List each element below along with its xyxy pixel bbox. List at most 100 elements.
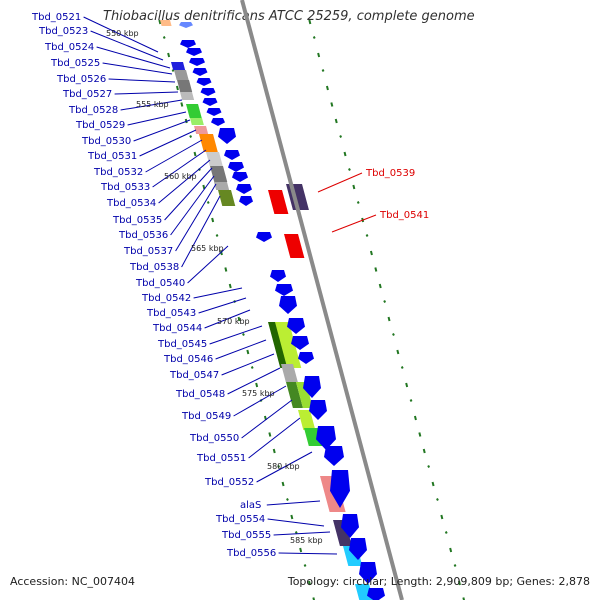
cds-box[interactable] [194,126,209,134]
gene-label-Tbd_0547[interactable]: Tbd_0547 [169,370,219,381]
cds-box[interactable] [296,382,313,408]
gene-label-Tbd_0526[interactable]: Tbd_0526 [56,74,106,85]
gene-label-Tbd_0531[interactable]: Tbd_0531 [87,151,137,162]
gene-label-Tbd_0527[interactable]: Tbd_0527 [62,89,112,100]
gene-label-Tbd_0528[interactable]: Tbd_0528 [68,105,118,116]
gene-label-Tbd_0546[interactable]: Tbd_0546 [163,354,213,365]
gene-track[interactable] [160,20,385,600]
cds-box[interactable] [214,182,230,190]
forward-cds-arrow[interactable] [287,318,305,334]
gene-label-Tbd_0555[interactable]: Tbd_0555 [221,530,271,541]
forward-cds-arrow[interactable] [218,128,236,144]
forward-cds-arrow[interactable] [349,538,367,560]
highlight-label-Tbd_0541[interactable]: Tbd_0541 [379,210,429,221]
forward-cds-arrow[interactable] [279,296,297,314]
gene-label-Tbd_0530[interactable]: Tbd_0530 [81,136,131,147]
label-leader-line [241,399,293,439]
forward-cds-arrow[interactable] [298,352,314,364]
gene-label-Tbd_0548[interactable]: Tbd_0548 [175,389,225,400]
cds-box[interactable] [190,118,204,125]
gene-label-Tbd_0554[interactable]: Tbd_0554 [215,514,265,525]
forward-cds-arrow[interactable] [291,336,309,350]
cds-box[interactable] [174,70,189,80]
gene-label-Tbd_0551[interactable]: Tbd_0551 [196,453,246,464]
gene-labels[interactable]: Tbd_0521 Tbd_0523 Tbd_0524 Tbd_0525 Tbd_0526… [31,12,429,559]
forward-cds-arrow[interactable] [367,588,385,600]
cds-box[interactable] [281,364,298,382]
gene-label-Tbd_0556[interactable]: Tbd_0556 [226,548,276,559]
forward-cds-arrow[interactable] [324,446,344,466]
gene-label-Tbd_0549[interactable]: Tbd_0549 [181,411,231,422]
inner-tick-mark [277,465,281,468]
forward-cds-arrow[interactable] [341,514,359,538]
gene-label-Tbd_0535[interactable]: Tbd_0535 [112,215,162,226]
gene-label-Tbd_0532[interactable]: Tbd_0532 [93,167,143,178]
outer-tick-mark [422,448,426,454]
gene-label-Tbd_0533[interactable]: Tbd_0533 [100,182,150,193]
gene-label-Tbd_0540[interactable]: Tbd_0540 [135,278,185,289]
forward-cds-arrow[interactable] [232,172,248,182]
gene-label-alaS[interactable]: alaS [240,500,261,511]
gene-label-Tbd_0525[interactable]: Tbd_0525 [50,58,100,69]
cds-box[interactable] [298,410,316,430]
forward-cds-arrow[interactable] [359,562,377,584]
gene-label-Tbd_0524[interactable]: Tbd_0524 [44,42,94,53]
gene-label-Tbd_0534[interactable]: Tbd_0534 [106,198,156,209]
cds-box[interactable] [177,80,193,92]
cds-box[interactable] [199,134,218,152]
gene-label-Tbd_0529[interactable]: Tbd_0529 [75,120,125,131]
highlight-label-Tbd_0539[interactable]: Tbd_0539 [365,168,415,179]
cds-box[interactable] [218,190,236,206]
forward-cds-arrow[interactable] [239,196,253,206]
forward-cds-arrow[interactable] [303,376,321,398]
gene-label-Tbd_0543[interactable]: Tbd_0543 [146,308,196,319]
cds-box[interactable] [171,62,186,70]
forward-cds-arrow[interactable] [196,78,212,86]
cds-box[interactable] [180,92,195,100]
cds-box[interactable] [286,382,303,408]
gene-label-Tbd_0552[interactable]: Tbd_0552 [204,477,254,488]
forward-cds-arrow[interactable] [200,88,216,96]
cds-box[interactable] [186,104,202,118]
gene-label-Tbd_0537[interactable]: Tbd_0537 [123,246,173,257]
cds-box[interactable] [210,166,228,182]
gene-label-Tbd_0542[interactable]: Tbd_0542 [141,293,191,304]
forward-cds-arrow[interactable] [211,118,225,126]
cds-box[interactable] [268,322,289,368]
gene-label-Tbd_0521[interactable]: Tbd_0521 [31,12,81,23]
highlight-cds-Tbd_0539[interactable] [268,190,289,214]
outer-tick-mark [457,580,461,586]
outer-tick-mark [418,432,422,437]
forward-cds-arrow[interactable] [189,58,205,66]
gene-label-Tbd_0550[interactable]: Tbd_0550 [189,433,239,444]
forward-cds-arrow[interactable] [192,68,208,76]
forward-cds-arrow[interactable] [186,48,202,56]
forward-cds-arrow[interactable] [228,162,244,172]
forward-cds-arrow[interactable] [330,470,350,508]
forward-cds-arrow[interactable] [180,40,196,48]
highlight-cds-Tbd_0541[interactable] [284,234,305,258]
gene-label-Tbd_0523[interactable]: Tbd_0523 [38,26,88,37]
forward-cds-arrow[interactable] [309,400,327,420]
cds-box[interactable] [333,520,352,546]
outer-tick-mark [365,234,369,237]
forward-cds-arrow[interactable] [206,108,222,116]
inner-tick-mark [237,316,241,322]
forward-cds-arrow[interactable] [236,184,252,194]
forward-cds-arrow[interactable] [179,22,193,28]
forward-cds-arrow[interactable] [275,284,293,296]
forward-cds-arrow[interactable] [316,426,336,450]
forward-cds-arrow[interactable] [256,232,272,242]
gene-label-Tbd_0538[interactable]: Tbd_0538 [129,262,179,273]
gene-label-Tbd_0536[interactable]: Tbd_0536 [118,230,168,241]
label-leader-line [256,451,313,483]
cds-box[interactable] [275,322,302,368]
gene-label-Tbd_0545[interactable]: Tbd_0545 [157,339,207,350]
gene-label-Tbd_0544[interactable]: Tbd_0544 [152,323,202,334]
forward-cds-arrow[interactable] [202,98,218,106]
cds-box[interactable] [206,152,223,166]
cds-box[interactable] [160,20,172,26]
forward-cds-arrow[interactable] [270,270,286,282]
forward-cds-arrow[interactable] [224,150,240,160]
